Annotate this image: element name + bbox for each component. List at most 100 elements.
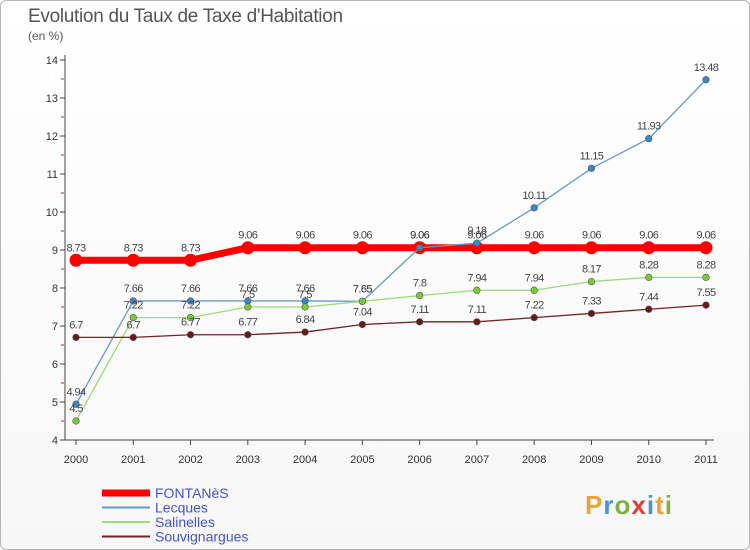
data-label: 9.06: [525, 230, 544, 242]
data-label: 8.73: [66, 242, 85, 254]
data-label: 7.94: [525, 272, 544, 284]
data-point: [129, 297, 137, 305]
data-point: [416, 318, 424, 326]
data-point: [702, 301, 710, 309]
data-label: 9.18: [467, 225, 486, 237]
data-label: 9.06: [296, 230, 315, 242]
data-label: 7.66: [296, 283, 315, 295]
data-point: [184, 253, 198, 267]
data-point: [473, 286, 481, 294]
y-tick-label: 8: [52, 283, 58, 295]
data-label: 7.22: [181, 300, 200, 312]
data-point: [298, 241, 312, 255]
data-label: 7.66: [238, 283, 257, 295]
data-point: [126, 253, 140, 267]
data-label: 7.04: [353, 306, 372, 318]
data-label: 13.48: [694, 62, 719, 74]
legend-label: Salinelles: [155, 514, 215, 530]
data-label: 7.5: [241, 289, 255, 301]
data-label: 4.5: [69, 403, 83, 415]
data-label: 10.11: [522, 190, 546, 202]
data-point: [645, 273, 653, 281]
x-tick-label: 2002: [178, 454, 202, 466]
data-label: 7.22: [525, 300, 544, 312]
series-line: [75, 304, 707, 339]
x-tick-label: 2003: [236, 454, 260, 466]
y-tick-label: 4: [52, 435, 58, 447]
chart-subtitle: (en %): [28, 29, 64, 43]
y-tick-label: 9: [52, 245, 58, 257]
legend-label: FONTANèS: [155, 485, 229, 501]
data-label: 9.06: [238, 230, 257, 242]
data-point: [358, 320, 366, 329]
x-tick-label: 2004: [293, 454, 317, 466]
data-label: 6.7: [69, 319, 83, 331]
data-point: [72, 417, 80, 425]
data-point: [72, 333, 80, 342]
data-point: [642, 241, 656, 255]
data-point: [473, 239, 481, 247]
data-label: 8.28: [696, 259, 715, 271]
data-point: [301, 303, 309, 311]
data-label: 9.06: [467, 230, 486, 242]
data-point: [699, 241, 713, 255]
data-point: [186, 331, 195, 339]
data-label: 8.17: [582, 264, 601, 276]
legend-label: Lecques: [155, 500, 208, 516]
x-tick-label: 2006: [407, 454, 431, 466]
data-label: 9.06: [353, 230, 372, 242]
data-point: [69, 253, 83, 267]
y-tick-label: 6: [52, 359, 58, 371]
data-label: 7.11: [468, 304, 487, 316]
y-tick-label: 12: [46, 131, 58, 143]
data-label: 6.7: [127, 319, 141, 331]
y-tick-label: 7: [52, 321, 58, 333]
data-label: 6.84: [296, 314, 315, 326]
x-tick-label: 2008: [522, 454, 546, 466]
y-tick-label: 11: [47, 169, 58, 181]
data-point: [244, 331, 252, 339]
x-tick-label: 2007: [465, 454, 489, 466]
data-label: 6.77: [238, 317, 257, 329]
data-label: 9.06: [582, 230, 601, 242]
series-line: [75, 276, 707, 422]
data-label: 7.66: [181, 283, 200, 295]
data-label: 11.15: [580, 150, 604, 162]
data-point: [129, 314, 137, 322]
data-label: 7.8: [413, 278, 427, 290]
data-point: [72, 400, 80, 408]
x-tick-label: 2011: [694, 454, 718, 466]
legend-label: Souvignargues: [155, 529, 248, 545]
data-point: [587, 309, 596, 318]
data-label: 8.73: [124, 242, 143, 254]
data-label: 6.77: [181, 317, 200, 329]
data-point: [244, 303, 252, 311]
data-label: 9.06: [696, 230, 715, 242]
data-point: [527, 241, 541, 255]
data-label: 11.93: [637, 121, 661, 133]
data-label: 7.22: [124, 300, 143, 312]
data-point: [416, 244, 424, 252]
y-tick-label: 13: [46, 93, 58, 105]
data-point: [587, 277, 596, 286]
data-label: 7.11: [411, 304, 430, 316]
data-label: 8.28: [639, 259, 658, 271]
x-tick-label: 2001: [121, 454, 145, 466]
data-point: [530, 314, 538, 322]
data-point: [530, 204, 538, 212]
data-label: 7.44: [639, 291, 658, 303]
data-label: 9.06: [410, 230, 429, 242]
data-point: [530, 286, 538, 294]
proxiti-logo: Proxiti: [585, 490, 673, 520]
data-label: 7.65: [353, 283, 372, 295]
data-label: 7.33: [582, 295, 601, 307]
chart-title: Evolution du Taux de Taxe d'Habitation: [28, 6, 343, 27]
series-line: [75, 79, 707, 405]
y-tick-label: 14: [46, 55, 58, 67]
data-label: 4.94: [66, 386, 85, 398]
data-point: [129, 333, 137, 342]
series-line: [72, 244, 710, 264]
data-label: 7.5: [298, 289, 312, 301]
